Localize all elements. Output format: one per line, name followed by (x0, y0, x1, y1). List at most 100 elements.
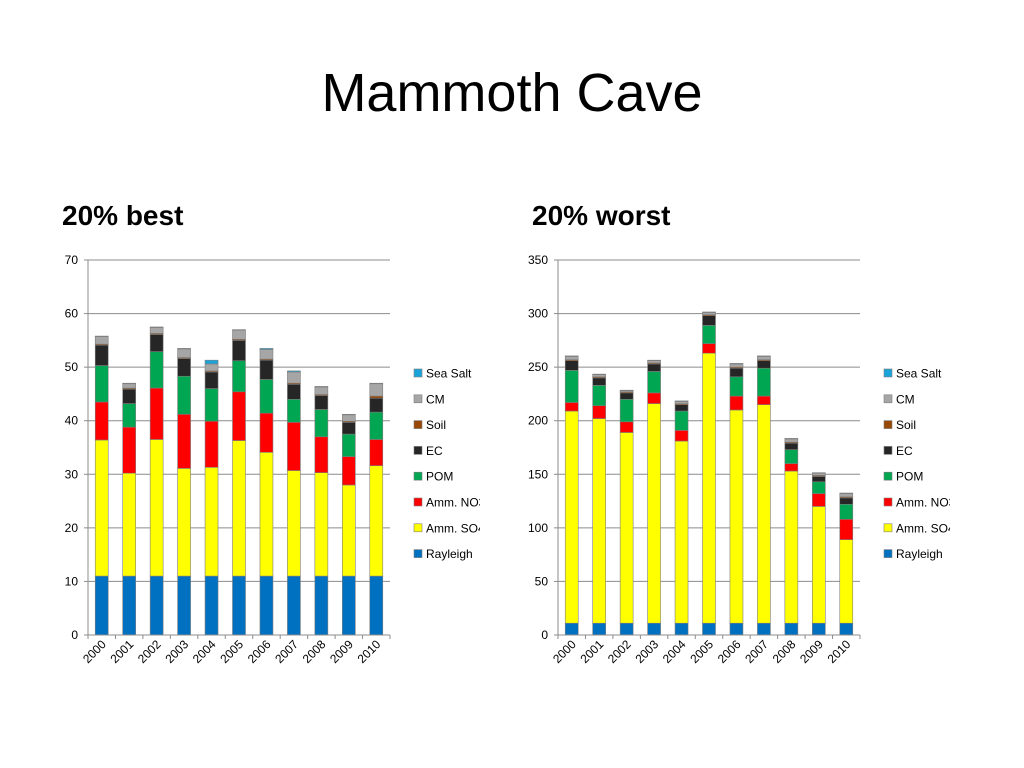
y-tick-label: 200 (528, 414, 548, 428)
bar-segment-sea-salt-2001 (122, 382, 136, 385)
bar-segment-rayleigh-2002 (619, 622, 634, 636)
legend-swatch-amm-so4 (883, 523, 893, 533)
bar-segment-pom-2005 (232, 360, 246, 393)
legend-swatch-cm (883, 394, 893, 404)
bar-segment-rayleigh-2008 (314, 575, 329, 636)
bar-segment-pom-2002 (149, 351, 164, 389)
bar-segment-amm-no3-2005 (702, 343, 716, 354)
bar-segment-cm-2008 (784, 438, 799, 443)
bar-segment-amm-so4-2004 (204, 467, 219, 577)
x-tick-label-2007: 2007 (272, 637, 301, 666)
bar-segment-amm-no3-2004 (674, 430, 689, 442)
legend-label-amm-no3: Amm. NO3 (896, 496, 950, 510)
bar-segment-ec-2000 (94, 344, 109, 366)
bar-segment-ec-2004 (674, 404, 689, 412)
bar-segment-amm-so4-2007 (287, 470, 301, 577)
y-tick-label: 30 (65, 467, 79, 481)
bar-segment-amm-no3-2009 (342, 456, 356, 486)
bar-segment-soil-2010 (369, 395, 384, 399)
y-tick-label: 100 (528, 521, 548, 535)
bar-segment-sea-salt-2002 (149, 326, 164, 328)
x-tick-label-2009: 2009 (797, 637, 826, 666)
legend-label-amm-so4: Amm. SO4 (896, 521, 950, 535)
legend-label-pom: POM (896, 470, 923, 484)
bar-segment-amm-no3-2001 (592, 405, 606, 419)
x-tick-label-2006: 2006 (715, 637, 744, 666)
bar-segment-amm-so4-2000 (564, 410, 579, 624)
bar-segment-amm-so4-2005 (702, 352, 716, 624)
bar-segment-rayleigh-2007 (757, 622, 771, 636)
bar-segment-rayleigh-2007 (287, 575, 301, 636)
legend-swatch-amm-no3 (883, 497, 893, 507)
bar-segment-cm-2006 (259, 349, 274, 360)
bar-segment-rayleigh-2001 (592, 622, 606, 636)
bar-segment-pom-2008 (784, 449, 799, 464)
bar-segment-sea-salt-2007 (287, 370, 301, 373)
bar-segment-ec-2000 (564, 360, 579, 371)
bar-segment-cm-2009 (342, 414, 356, 422)
legend-label-rayleigh: Rayleigh (896, 547, 943, 561)
bar-segment-cm-2007 (287, 371, 301, 384)
bar-segment-ec-2008 (314, 395, 329, 410)
legend-label-cm: CM (426, 392, 445, 406)
bar-segment-amm-so4-2005 (232, 440, 246, 577)
legend-swatch-amm-so4 (413, 523, 423, 533)
bar-segment-sea-salt-2003 (647, 359, 661, 362)
bar-segment-rayleigh-2006 (729, 622, 744, 636)
bar-segment-cm-2003 (177, 348, 191, 358)
bar-segment-sea-salt-2000 (94, 335, 109, 337)
bar-segment-rayleigh-2001 (122, 575, 136, 636)
bar-segment-cm-2005 (232, 329, 246, 340)
bar-segment-amm-so4-2008 (784, 470, 799, 624)
x-tick-label-2004: 2004 (190, 637, 219, 666)
y-tick-label: 350 (528, 253, 548, 267)
bar-segment-ec-2006 (729, 367, 744, 378)
bar-segment-ec-2001 (122, 388, 136, 404)
legend-swatch-pom (413, 471, 423, 481)
bar-segment-pom-2008 (314, 409, 329, 438)
bar-segment-amm-no3-2005 (232, 391, 246, 441)
bar-segment-rayleigh-2010 (369, 575, 384, 636)
bar-segment-amm-so4-2003 (177, 468, 191, 577)
bar-segment-amm-no3-2008 (314, 436, 329, 473)
bar-segment-sea-salt-2002 (619, 389, 634, 392)
bar-segment-ec-2007 (757, 360, 771, 369)
bar-segment-amm-so4-2001 (592, 418, 606, 624)
x-tick-label-2000: 2000 (550, 637, 579, 666)
x-tick-label-2006: 2006 (245, 637, 274, 666)
legend-swatch-pom (883, 471, 893, 481)
bar-segment-amm-no3-2007 (287, 422, 301, 471)
bar-segment-pom-2005 (702, 325, 716, 344)
slide-title: Mammoth Cave (321, 63, 703, 123)
legend-label-sea-salt: Sea Salt (426, 367, 472, 381)
legend-label-pom: POM (426, 470, 453, 484)
bar-segment-pom-2003 (177, 375, 191, 415)
bar-segment-amm-so4-2004 (674, 440, 689, 624)
bar-segment-ec-2004 (204, 371, 219, 389)
bar-segment-sea-salt-2009 (342, 413, 356, 416)
bar-segment-pom-2002 (619, 398, 634, 423)
bar-segment-rayleigh-2003 (177, 575, 191, 636)
legend-label-ec: EC (896, 444, 913, 458)
legend-label-rayleigh: Rayleigh (426, 547, 473, 561)
bar-segment-cm-2000 (94, 336, 109, 345)
bar-segment-cm-2002 (149, 327, 164, 334)
x-tick-label-2004: 2004 (660, 637, 689, 666)
bar-segment-rayleigh-2008 (784, 622, 799, 636)
bar-segment-rayleigh-2000 (564, 622, 579, 636)
bar-segment-amm-so4-2000 (94, 439, 109, 577)
bar-segment-sea-salt-2008 (784, 438, 799, 440)
y-tick-label: 300 (528, 307, 548, 321)
bar-segment-pom-2007 (757, 367, 771, 397)
bar-segment-sea-salt-2010 (839, 492, 854, 494)
bar-segment-rayleigh-2000 (94, 575, 109, 636)
bar-segment-amm-no3-2003 (647, 392, 661, 404)
legend-label-ec: EC (426, 444, 443, 458)
bar-segment-ec-2009 (342, 422, 356, 435)
bar-segment-ec-2003 (647, 363, 661, 372)
legend-swatch-sea-salt (883, 368, 893, 378)
bar-segment-pom-2007 (287, 398, 301, 423)
bar-segment-pom-2001 (592, 385, 606, 407)
bar-segment-cm-2004 (204, 363, 219, 372)
bar-segment-amm-so4-2001 (122, 472, 136, 577)
